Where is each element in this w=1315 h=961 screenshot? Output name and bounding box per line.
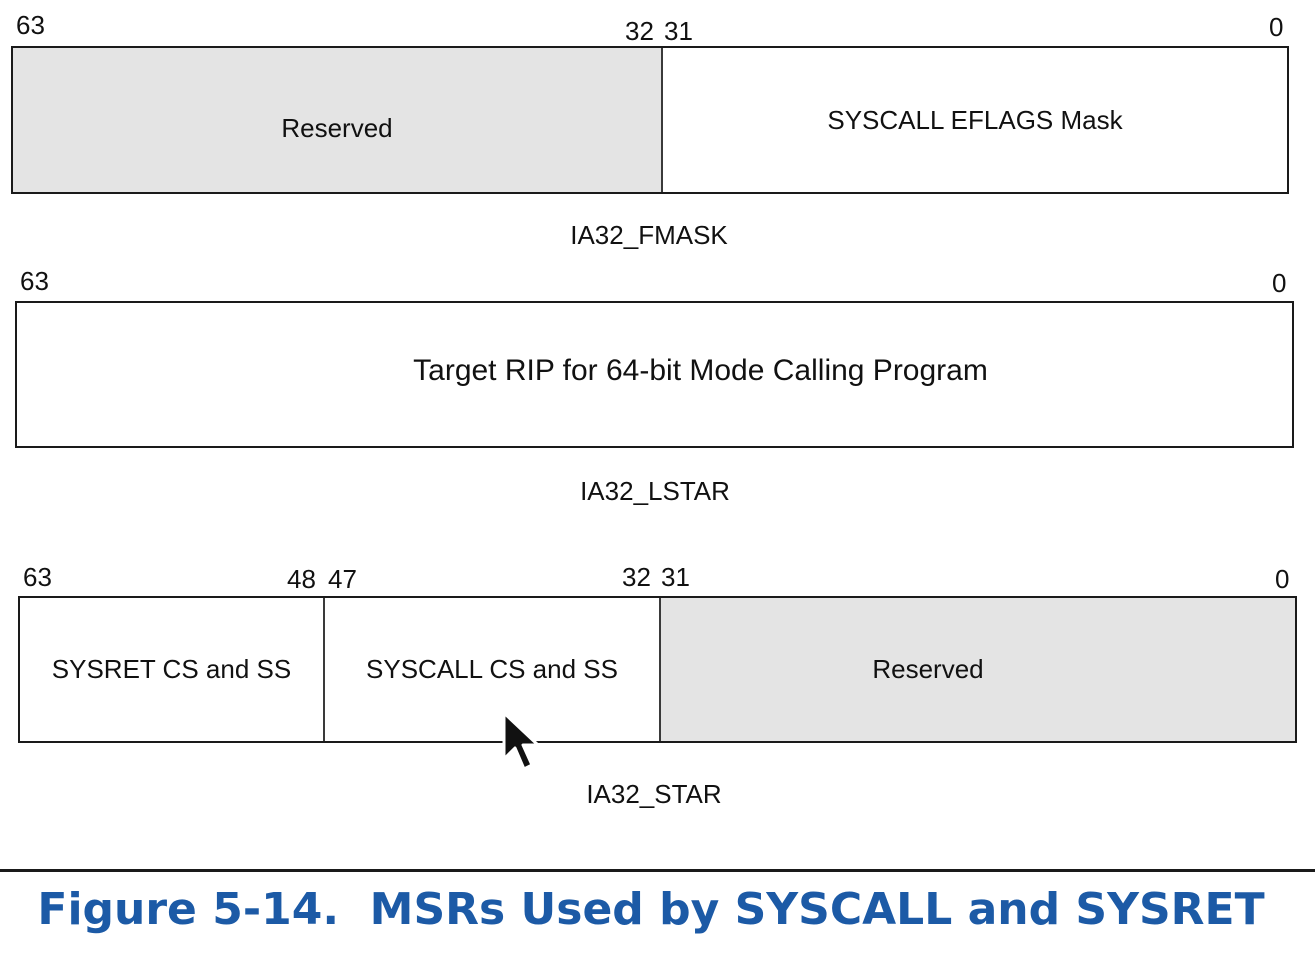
star-bit-48: 48 (287, 564, 316, 594)
star-bit-31: 31 (661, 562, 690, 592)
lstar-bit-63: 63 (20, 266, 49, 296)
lstar-register-name: IA32_LSTAR (580, 476, 730, 506)
star-sysret-field: SYSRET CS and SS (20, 598, 325, 741)
star-register-name: IA32_STAR (586, 779, 722, 809)
fmask-register-name: IA32_FMASK (570, 220, 728, 250)
star-syscall-field: SYSCALL CS and SS (325, 598, 661, 741)
star-bit-0: 0 (1275, 564, 1290, 594)
fmask-bit-32: 32 (625, 16, 654, 46)
fmask-reserved-field: Reserved (13, 48, 663, 192)
fmask-eflags-mask-label: SYSCALL EFLAGS Mask (827, 104, 1123, 135)
fmask-bit-63: 63 (16, 10, 45, 40)
fmask-reserved-label: Reserved (281, 112, 393, 143)
fmask-bit-31: 31 (664, 16, 693, 46)
star-bit-32: 32 (622, 562, 651, 592)
lstar-register: Target RIP for 64-bit Mode Calling Progr… (15, 301, 1294, 448)
fmask-register: Reserved SYSCALL EFLAGS Mask (11, 46, 1289, 194)
lstar-bit-0: 0 (1272, 268, 1287, 298)
star-register: SYSRET CS and SS SYSCALL CS and SS Reser… (18, 596, 1297, 743)
lstar-target-rip-field: Target RIP for 64-bit Mode Calling Progr… (17, 303, 1292, 446)
star-bit-47: 47 (328, 564, 357, 594)
figure-caption: Figure 5-14. MSRs Used by SYSCALL and SY… (37, 884, 1265, 935)
fmask-eflags-mask-field: SYSCALL EFLAGS Mask (663, 48, 1287, 192)
mouse-pointer-icon (502, 711, 540, 771)
star-reserved-label: Reserved (872, 654, 984, 684)
lstar-target-rip-label: Target RIP for 64-bit Mode Calling Progr… (413, 353, 988, 387)
star-sysret-label: SYSRET CS and SS (51, 654, 292, 684)
star-syscall-label: SYSCALL CS and SS (366, 654, 618, 684)
caption-divider (0, 869, 1315, 872)
star-bit-63: 63 (23, 562, 52, 592)
star-reserved-field: Reserved (661, 598, 1295, 741)
fmask-bit-0: 0 (1269, 12, 1284, 42)
